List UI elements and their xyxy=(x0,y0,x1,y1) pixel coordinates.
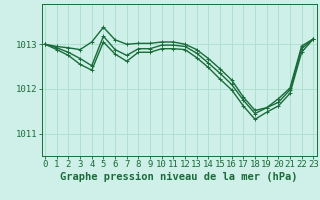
X-axis label: Graphe pression niveau de la mer (hPa): Graphe pression niveau de la mer (hPa) xyxy=(60,172,298,182)
